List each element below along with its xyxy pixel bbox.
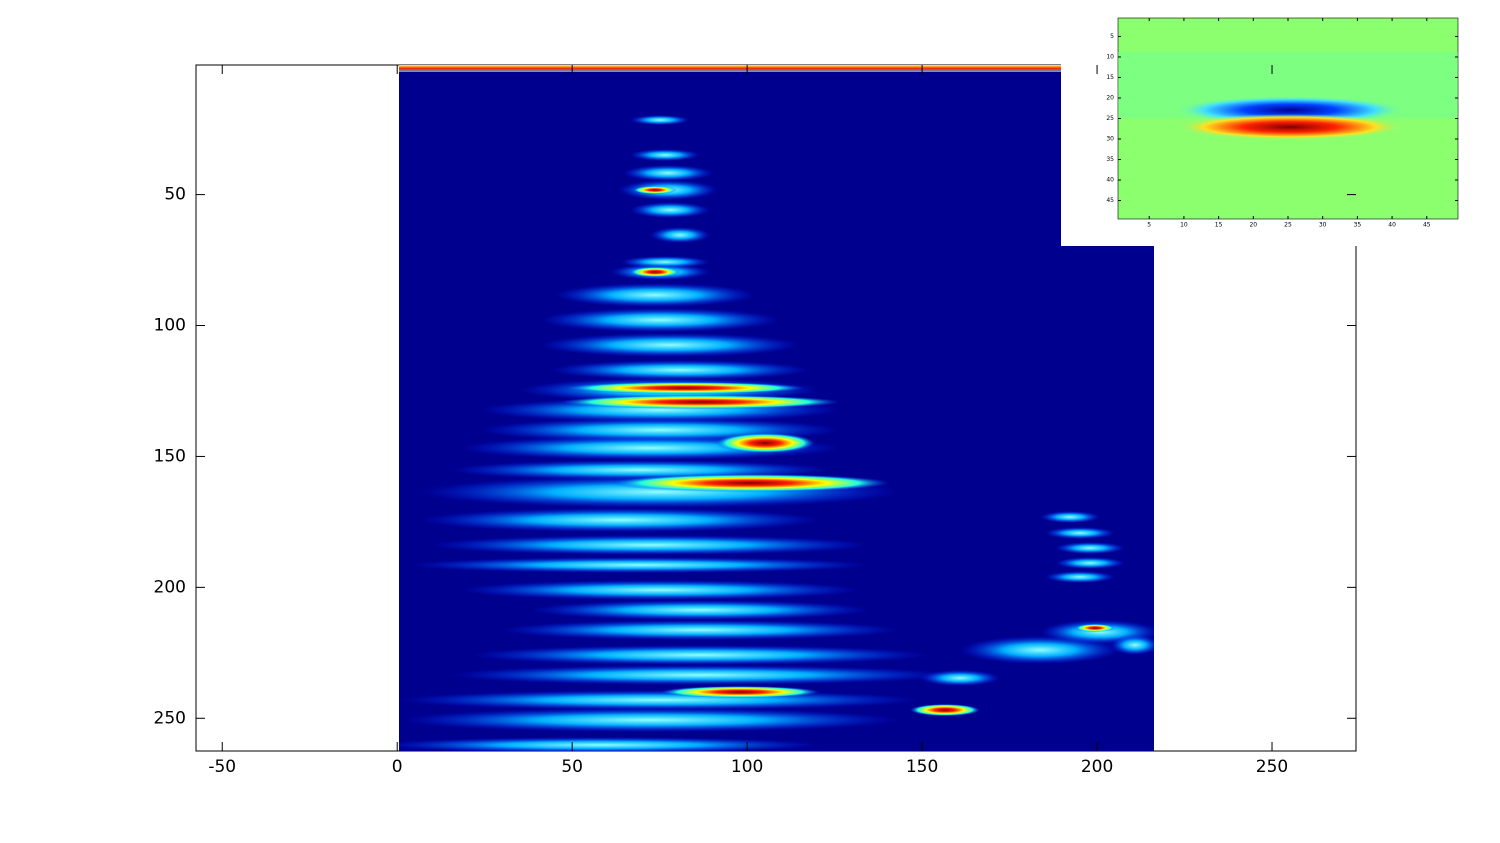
heat-blob xyxy=(450,665,950,685)
x-tick-label: 50 xyxy=(561,757,583,777)
heat-blob-hot xyxy=(910,704,980,716)
heat-blob-hot xyxy=(715,433,815,453)
heat-blob xyxy=(420,508,820,532)
heat-blob xyxy=(1055,557,1125,569)
x-tick-label: 10 xyxy=(1180,222,1188,229)
heatmap xyxy=(399,65,1154,751)
x-tick-label: 5 xyxy=(1147,222,1151,229)
heat-blob-hot xyxy=(630,267,680,277)
y-tick-label: 5 xyxy=(1110,33,1114,40)
x-tick-label: 250 xyxy=(1256,757,1288,777)
heat-blob xyxy=(550,360,810,380)
y-tick-label: 100 xyxy=(154,316,186,336)
x-tick-label: 20 xyxy=(1249,222,1257,229)
heat-blob xyxy=(555,283,755,307)
heat-blob-hot xyxy=(560,395,840,409)
heat-blob-hot xyxy=(1075,624,1115,632)
x-tick-label: 150 xyxy=(906,757,938,777)
heat-blob xyxy=(1045,527,1115,539)
y-tick-label: 50 xyxy=(164,185,186,205)
heat-blob xyxy=(540,333,800,357)
x-tick-label: 100 xyxy=(731,757,763,777)
y-tick-label: 250 xyxy=(154,708,186,728)
heat-blob xyxy=(500,620,900,640)
heat-blob xyxy=(1110,635,1154,655)
heat-blob xyxy=(1045,571,1115,583)
heat-blob xyxy=(630,149,700,161)
x-tick-label: 0 xyxy=(392,757,403,777)
y-tick-label: 15 xyxy=(1106,74,1114,81)
heat-blob xyxy=(540,308,780,332)
heat-blob xyxy=(400,690,920,710)
y-tick-label: 200 xyxy=(154,577,186,597)
heat-blob-hot xyxy=(565,382,805,394)
heat-blob xyxy=(1055,542,1125,554)
y-tick-label: 10 xyxy=(1106,53,1114,60)
heat-blob xyxy=(430,535,870,555)
heat-blob xyxy=(1040,511,1100,523)
y-tick-label: 35 xyxy=(1106,156,1114,163)
x-tick-label: 35 xyxy=(1354,222,1362,229)
x-tick-label: 45 xyxy=(1423,222,1431,229)
y-tick-label: 45 xyxy=(1106,197,1114,204)
y-tick-label: 30 xyxy=(1106,136,1114,143)
heat-blob xyxy=(410,557,870,573)
heat-blob-hot xyxy=(660,686,820,698)
x-tick-label: 15 xyxy=(1215,222,1223,229)
heat-blob-hot xyxy=(610,474,890,492)
y-tick-label: 20 xyxy=(1106,94,1114,101)
heat-blob xyxy=(650,227,710,243)
y-tick-label: 25 xyxy=(1106,115,1114,122)
heat-blob xyxy=(470,645,930,665)
inset-blob xyxy=(1175,114,1405,140)
heat-blob xyxy=(399,737,820,751)
heat-blob xyxy=(460,580,860,600)
heatmap-top-strip xyxy=(399,65,1061,72)
heat-blob xyxy=(623,165,713,181)
heat-blob xyxy=(530,600,870,620)
heat-blob xyxy=(630,202,710,218)
x-tick-label: 40 xyxy=(1388,222,1396,229)
x-tick-label: 200 xyxy=(1081,757,1113,777)
x-tick-label: 25 xyxy=(1284,222,1292,229)
heat-blob-hot xyxy=(633,186,677,194)
x-tick-label: 30 xyxy=(1319,222,1327,229)
heat-blob xyxy=(630,115,690,125)
ticks: -50 0 50 100 150 200 250 50 100 150 200 250 5 10 15 20 2… xyxy=(154,18,1458,777)
y-tick-label: 150 xyxy=(154,446,186,466)
heat-blob xyxy=(920,670,1000,686)
y-tick-label: 40 xyxy=(1106,177,1114,184)
x-tick-label: -50 xyxy=(208,757,236,777)
heat-blob xyxy=(400,708,900,732)
